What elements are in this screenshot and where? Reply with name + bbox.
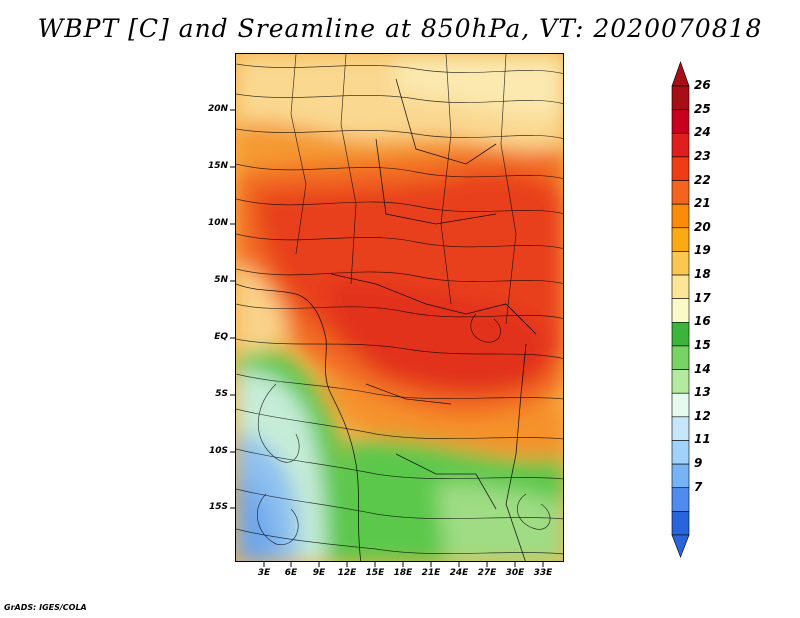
colorbar-label: 11 xyxy=(694,432,711,447)
lon-label: 6E xyxy=(284,568,298,578)
colorbar-label: 7 xyxy=(694,479,703,494)
colorbar-segment xyxy=(671,322,690,347)
colorbar-segment xyxy=(671,369,690,394)
colorbar-label: 16 xyxy=(694,314,711,329)
lon-label: 9E xyxy=(312,568,326,578)
lon-label: 3E xyxy=(257,568,271,578)
lon-label: 15E xyxy=(365,568,385,578)
colorbar-bottom-arrow xyxy=(671,534,690,558)
lon-label: 33E xyxy=(533,568,553,578)
lat-label: 15S xyxy=(208,502,228,512)
lon-label: 12E xyxy=(337,568,357,578)
colorbar-label: 22 xyxy=(694,172,711,187)
colorbar-segment xyxy=(671,203,690,229)
lat-label: 15N xyxy=(207,161,228,171)
colorbar-segment xyxy=(671,511,690,536)
colorbar-label: 21 xyxy=(694,196,711,211)
lat-label: 10N xyxy=(207,218,228,228)
colorbar-label: 26 xyxy=(694,78,711,92)
lat-label: EQ xyxy=(214,332,228,342)
colorbar-label: 25 xyxy=(694,101,711,116)
colorbar-label: 13 xyxy=(694,385,711,400)
colorbar-segment xyxy=(671,251,690,276)
colorbar-segment xyxy=(671,392,690,418)
grads-credit: GrADS: IGES/COLA xyxy=(4,603,87,612)
streamlines xyxy=(236,54,563,555)
colorbar-segment xyxy=(671,463,690,489)
lat-label: 5N xyxy=(214,275,228,285)
colorbar-segment xyxy=(671,85,690,110)
colorbar-label: 18 xyxy=(694,267,711,282)
colorbar-label: 12 xyxy=(694,408,711,423)
colorbar-segment xyxy=(671,180,690,205)
lon-label: 18E xyxy=(393,568,413,578)
wbpt-field xyxy=(236,54,563,561)
colorbar-segment xyxy=(671,109,690,134)
colorbar-segment xyxy=(671,416,690,441)
map-panel xyxy=(235,53,564,562)
colorbar-label: 15 xyxy=(694,337,711,352)
lon-label: 24E xyxy=(449,568,469,578)
lat-label: 5S xyxy=(215,389,228,399)
lat-label: 10S xyxy=(208,446,228,456)
colorbar-label: 9 xyxy=(694,456,703,471)
colorbar-top-arrow xyxy=(671,61,690,87)
colorbar-segment xyxy=(671,156,690,181)
colorbar-segment xyxy=(671,132,690,158)
map-title: WBPT [C] and Sreamline at 850hPa, VT: 20… xyxy=(37,14,763,43)
colorbar-label: 17 xyxy=(694,290,711,305)
colorbar-segment xyxy=(671,298,690,323)
colorbar-label: 14 xyxy=(694,361,711,376)
colorbar-label: 24 xyxy=(694,125,711,140)
coastline-borders xyxy=(236,78,537,561)
colorbar-segment xyxy=(671,487,690,512)
lon-label: 30E xyxy=(505,568,525,578)
colorbar-segment xyxy=(671,227,690,252)
colorbar-segment xyxy=(671,274,690,299)
colorbar-label: 23 xyxy=(694,148,711,163)
colorbar-segment xyxy=(671,440,690,465)
lon-label: 21E xyxy=(421,568,441,578)
lat-label: 20N xyxy=(207,104,228,114)
colorbar-label: 20 xyxy=(694,219,711,234)
colorbar-label: 19 xyxy=(694,243,711,258)
colorbar-segment xyxy=(671,345,690,370)
lon-label: 27E xyxy=(477,568,497,578)
